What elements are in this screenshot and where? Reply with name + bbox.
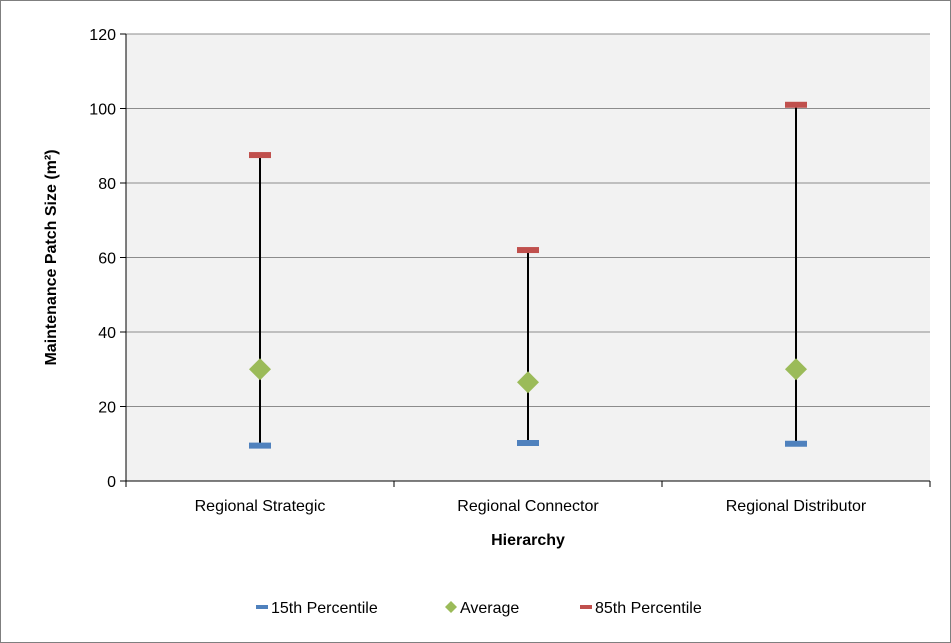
p85-marker [249, 152, 271, 159]
average-marker [785, 358, 807, 381]
legend-swatch [256, 605, 268, 609]
p15-marker [249, 442, 271, 449]
average-marker [249, 358, 271, 381]
range-lines [259, 104, 797, 446]
legend-label: Average [460, 600, 519, 617]
p85-marker [785, 101, 807, 108]
x-tick-label: Regional Connector [457, 498, 599, 515]
y-tick-label: 60 [98, 251, 116, 268]
legend: 15th Percentile Average 85th Percentile [256, 600, 702, 617]
x-axis-title: Hierarchy [491, 532, 565, 549]
y-axis-title: Maintenance Patch Size (m²) [43, 149, 60, 365]
y-tick-label: 20 [98, 400, 116, 417]
legend-swatch [580, 605, 592, 609]
p15-marker [785, 440, 807, 447]
average-marker [517, 371, 539, 394]
p85-marker [517, 247, 539, 254]
axes [120, 33, 931, 487]
legend-label: 15th Percentile [271, 600, 378, 617]
x-tick-labels: Regional Strategic Regional Connector Regi… [195, 498, 867, 515]
p15-marker [517, 440, 539, 447]
data-marks [249, 101, 807, 449]
y-tick-label: 0 [107, 474, 116, 491]
x-tick-label: Regional Distributor [726, 498, 867, 515]
y-tick-labels: 0 20 40 60 80 100 120 [89, 27, 116, 491]
y-tick-label: 120 [89, 27, 116, 44]
legend-label: 85th Percentile [595, 600, 702, 617]
legend-swatch [445, 601, 457, 613]
y-tick-label: 40 [98, 325, 116, 342]
y-tick-label: 80 [98, 176, 116, 193]
y-tick-label: 100 [89, 102, 116, 119]
x-tick-label: Regional Strategic [195, 498, 326, 515]
